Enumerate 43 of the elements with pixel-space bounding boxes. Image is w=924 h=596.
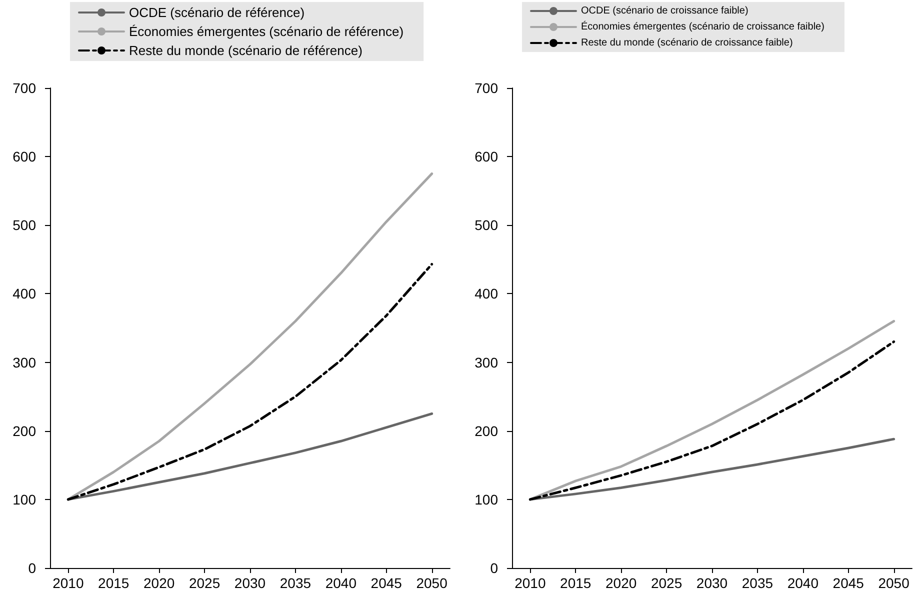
y-tick-label: 200 (12, 422, 36, 439)
y-tick-label: 400 (12, 286, 36, 302)
line-series (66, 412, 434, 501)
y-tick-label: 100 (12, 491, 36, 508)
legend-label: OCDE (scénario de croissance faible) (581, 6, 748, 16)
x-tick-label: 2015 (560, 575, 592, 591)
x-tick-label: 2050 (878, 575, 910, 591)
y-tick-label: 100 (474, 491, 498, 508)
line-series (66, 262, 434, 501)
x-tick-label: 2020 (144, 575, 175, 591)
x-tick-label: 2035 (742, 575, 774, 591)
y-tick-label: 700 (474, 80, 498, 96)
legend-label: Reste du monde (scénario de croissance faible) (581, 38, 793, 48)
legend-label: Reste du monde (scénario de référence) (129, 43, 362, 58)
legend-label: Économies émergentes (scénario de référence) (129, 24, 404, 39)
line-series (66, 172, 434, 501)
y-tick-label: 200 (474, 422, 498, 439)
x-tick-label: 2030 (696, 575, 728, 591)
y-tick-label: 600 (12, 148, 36, 165)
x-tick-label: 2040 (325, 575, 357, 591)
x-tick-label: 2015 (98, 575, 130, 591)
x-tick-label: 2035 (280, 575, 312, 591)
x-tick-label: 2025 (650, 575, 682, 591)
x-tick-label: 2040 (787, 575, 819, 591)
y-tick-label: 600 (474, 148, 498, 165)
y-tick-label: 0 (490, 560, 498, 576)
x-tick-label: 2025 (188, 575, 220, 591)
y-tick-label: 0 (28, 560, 36, 576)
x-tick-label: 2045 (370, 575, 402, 591)
legend-label: OCDE (scénario de référence) (129, 5, 305, 20)
x-tick-label: 2010 (514, 575, 546, 591)
y-tick-label: 300 (12, 354, 36, 370)
legend-label: Économies émergentes (scénario de croissance faible) (581, 20, 824, 32)
y-tick-label: 500 (12, 217, 36, 234)
y-tick-label: 300 (474, 354, 498, 370)
y-tick-label: 400 (474, 286, 498, 302)
y-tick-label: 700 (12, 80, 36, 96)
x-tick-label: 2020 (606, 575, 637, 591)
x-tick-label: 2030 (234, 575, 266, 591)
x-tick-label: 2050 (416, 575, 448, 591)
x-tick-label: 2010 (52, 575, 84, 591)
x-tick-label: 2045 (832, 575, 864, 591)
y-tick-label: 500 (474, 217, 498, 234)
